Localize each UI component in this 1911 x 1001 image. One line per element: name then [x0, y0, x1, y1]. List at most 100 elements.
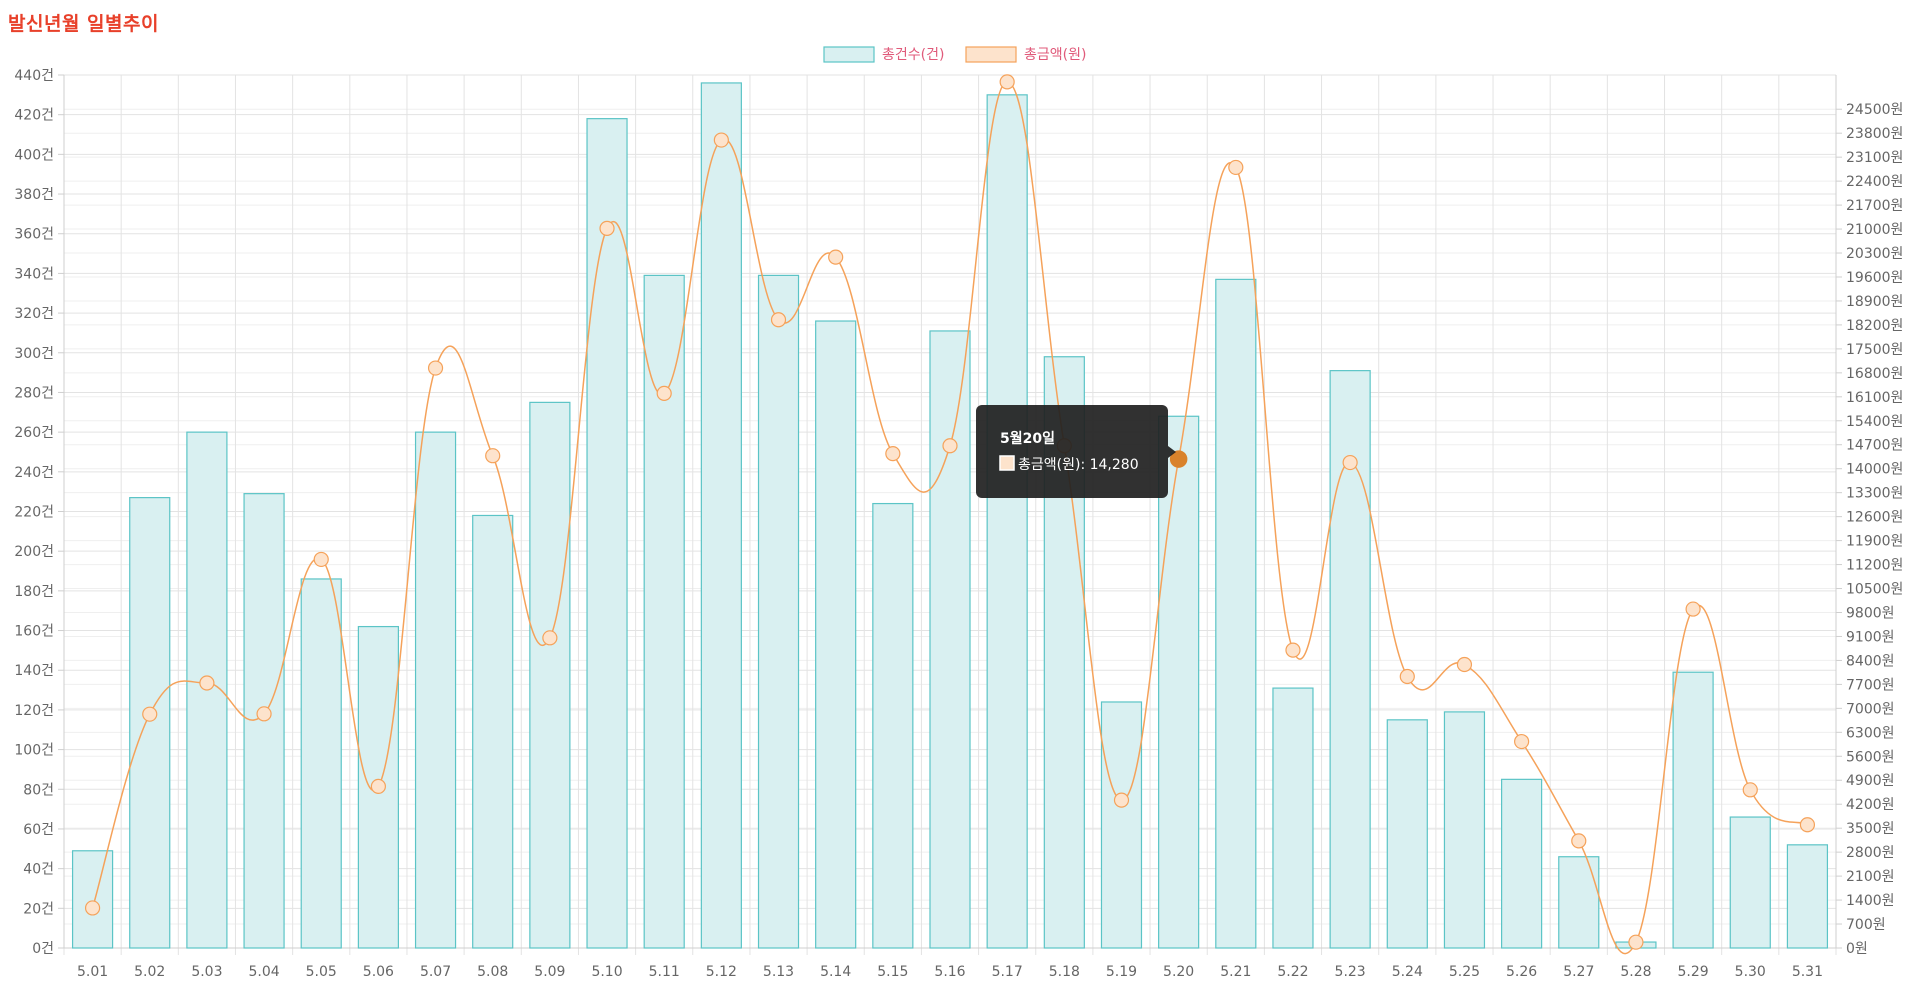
point-total-amount[interactable]: [84, 900, 101, 916]
legend-label-total-count[interactable]: 총건수(건): [882, 47, 944, 63]
bar-total-count[interactable]: [300, 578, 342, 949]
point-total-amount[interactable]: [542, 630, 558, 646]
x-tick-label: 5.23: [1335, 964, 1366, 980]
point-total-amount[interactable]: [599, 220, 615, 236]
bar-total-count[interactable]: [129, 497, 171, 949]
point-total-amount[interactable]: [1799, 817, 1816, 833]
x-tick-label: 5.07: [420, 964, 451, 980]
point-total-amount[interactable]: [656, 385, 672, 401]
y-right-tick-label: 4200원: [1846, 797, 1895, 813]
y-left-tick-label: 280건: [14, 385, 54, 401]
y-right-tick-label: 2100원: [1846, 869, 1895, 885]
bar-total-count[interactable]: [929, 330, 971, 949]
x-tick-label: 5.11: [649, 964, 680, 980]
x-tick-label: 5.05: [306, 964, 337, 980]
bar-total-count[interactable]: [872, 502, 914, 949]
point-total-amount[interactable]: [1456, 656, 1473, 673]
bar-total-count[interactable]: [986, 94, 1028, 949]
y-axis-right-ticks: 0원 700원 1400원 2100원 2800원 3500원 4200원 4900원 5600…: [1846, 102, 1903, 957]
y-right-tick-label: 9100원: [1846, 629, 1895, 645]
bar-total-count[interactable]: [757, 274, 800, 949]
bar-total-count[interactable]: [414, 431, 457, 949]
point-total-amount[interactable]: [1514, 733, 1530, 750]
bar-total-count[interactable]: [1443, 711, 1486, 949]
bar-total-count[interactable]: [643, 274, 685, 949]
x-tick-label: 5.03: [191, 964, 222, 980]
y-right-tick-label: 16800원: [1846, 366, 1903, 382]
y-right-tick-label: 21700원: [1846, 198, 1903, 214]
bar-total-count[interactable]: [1100, 701, 1143, 949]
point-total-amount[interactable]: [199, 675, 215, 691]
y-right-tick-label: 8400원: [1846, 653, 1895, 669]
y-right-tick-label: 18900원: [1846, 294, 1903, 310]
y-right-tick-label: 10500원: [1846, 582, 1903, 598]
point-total-amount[interactable]: [885, 446, 901, 462]
bar-total-count[interactable]: [1501, 778, 1543, 949]
y-left-tick-label: 440건: [14, 68, 54, 84]
y-right-tick-label: 12600원: [1846, 510, 1903, 526]
x-tick-label: 5.19: [1106, 964, 1137, 980]
y-left-tick-label: 200건: [14, 544, 54, 560]
point-total-amount[interactable]: [256, 706, 272, 722]
point-total-amount[interactable]: [1571, 833, 1587, 849]
y-right-tick-label: 7000원: [1846, 701, 1895, 717]
x-tick-label: 5.12: [706, 964, 737, 980]
point-total-amount[interactable]: [942, 438, 958, 454]
legend-swatch-total-count[interactable]: [823, 46, 875, 63]
y-right-tick-label: 24500원: [1846, 102, 1903, 118]
bar-total-count[interactable]: [815, 320, 857, 949]
point-total-amount[interactable]: [999, 74, 1015, 90]
x-tick-label: 5.13: [763, 964, 794, 980]
y-right-tick-label: 3500원: [1846, 821, 1895, 837]
x-tick-label: 5.22: [1277, 964, 1308, 980]
bar-total-count[interactable]: [1158, 415, 1200, 949]
bar-total-count[interactable]: [1215, 278, 1257, 949]
point-total-amount[interactable]: [485, 448, 501, 464]
y-left-tick-label: 80건: [23, 782, 54, 798]
line-series-total-amount[interactable]: [84, 74, 1816, 955]
point-total-amount[interactable]: [713, 132, 729, 148]
legend-swatch-total-amount[interactable]: [965, 46, 1017, 63]
point-total-amount[interactable]: [427, 360, 444, 376]
y-right-tick-label: 11900원: [1846, 534, 1903, 550]
bar-total-count[interactable]: [1729, 816, 1771, 949]
bar-total-count[interactable]: [529, 401, 571, 949]
point-total-amount[interactable]: [1628, 934, 1644, 950]
bar-series-total-count[interactable]: [71, 82, 1829, 949]
point-total-amount[interactable]: [1228, 159, 1244, 176]
bar-total-count[interactable]: [1386, 719, 1428, 949]
point-total-amount[interactable]: [1342, 454, 1358, 471]
y-left-tick-label: 300건: [14, 346, 54, 362]
y-right-tick-label: 6300원: [1846, 725, 1895, 741]
point-total-amount[interactable]: [1399, 668, 1415, 685]
x-tick-label: 5.02: [134, 964, 165, 980]
bar-total-count[interactable]: [1272, 687, 1314, 949]
y-left-tick-label: 60건: [23, 822, 54, 838]
tooltip-box: [976, 405, 1168, 498]
point-total-amount[interactable]: [1113, 792, 1130, 808]
x-tick-label: 5.28: [1620, 964, 1651, 980]
point-total-amount[interactable]: [770, 312, 787, 328]
point-total-amount[interactable]: [370, 778, 386, 795]
y-right-tick-label: 13300원: [1846, 486, 1903, 502]
point-total-amount[interactable]: [1742, 782, 1758, 798]
bar-total-count[interactable]: [71, 850, 114, 949]
point-total-amount-active[interactable]: [1169, 450, 1188, 468]
bar-total-count[interactable]: [586, 118, 628, 949]
bar-total-count[interactable]: [1558, 856, 1600, 949]
y-left-tick-label: 20건: [23, 901, 54, 917]
point-total-amount[interactable]: [1285, 642, 1301, 658]
bar-total-count[interactable]: [472, 514, 514, 949]
point-total-amount[interactable]: [828, 249, 844, 265]
point-total-amount[interactable]: [142, 706, 158, 722]
legend-label-total-amount[interactable]: 총금액(원): [1024, 47, 1086, 63]
tooltip-swatch: [999, 455, 1015, 471]
bar-total-count[interactable]: [1672, 671, 1714, 949]
bar-total-count[interactable]: [700, 82, 742, 949]
x-tick-label: 5.14: [820, 964, 851, 980]
y-right-tick-label: 700원: [1846, 917, 1886, 933]
point-total-amount[interactable]: [313, 551, 329, 568]
bar-total-count[interactable]: [1786, 844, 1829, 949]
point-total-amount[interactable]: [1685, 601, 1701, 617]
